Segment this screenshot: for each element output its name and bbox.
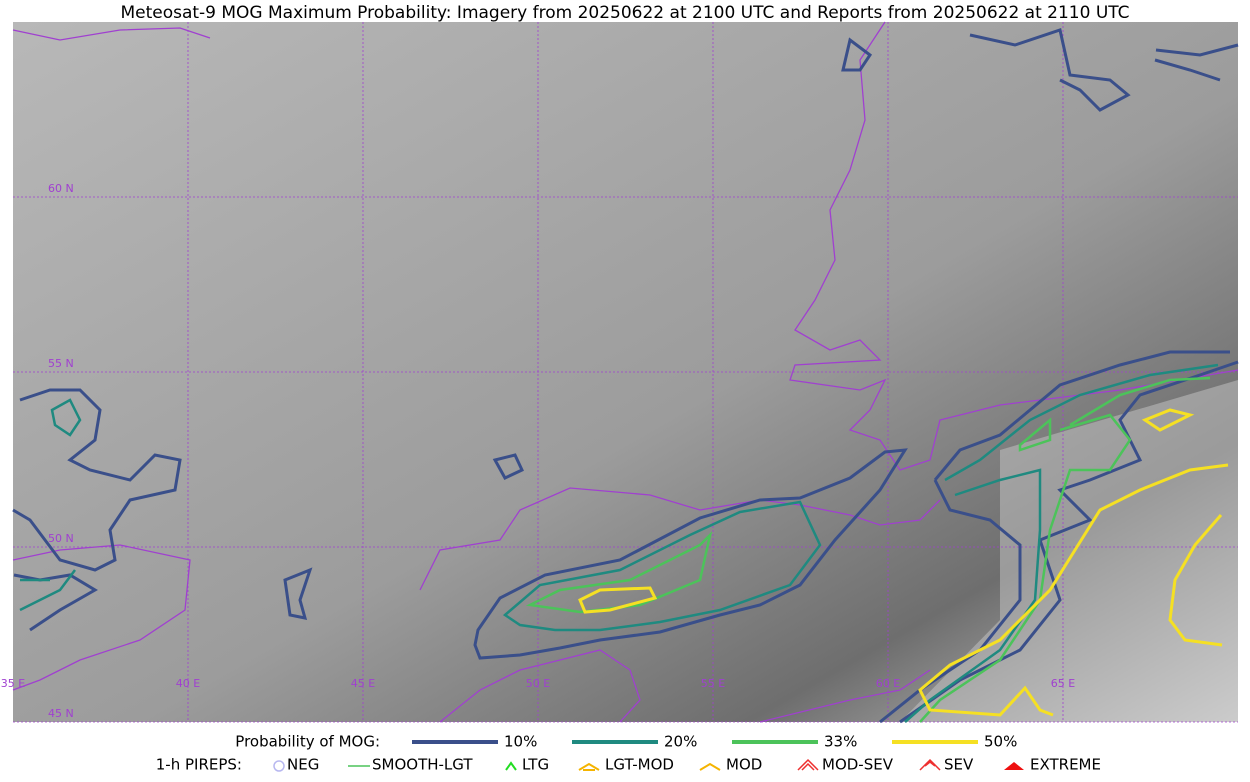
contour-33 [919, 376, 1211, 723]
legend-symbol [919, 758, 941, 771]
legend-label: MOD-SEV [822, 756, 894, 774]
lon-label: 65 E [1051, 677, 1075, 690]
lon-label: 55 E [701, 677, 725, 690]
grid [13, 22, 1238, 723]
contour-20 [502, 500, 822, 632]
coastline [789, 21, 1239, 471]
grid-labels: 60 N 55 N 50 N 45 N 35 E 40 E 45 E 50 E 55 E 60 E… [1, 182, 1075, 720]
legend-symbol [797, 758, 819, 771]
lon-label: 60 E [876, 677, 900, 690]
lat-label: 45 N [48, 707, 74, 720]
lon-label: 35 E [1, 677, 25, 690]
contour-20 [904, 363, 1219, 723]
legend-label: 20% [664, 733, 697, 751]
legend-label: 10% [504, 733, 537, 751]
legend-label: 50% [984, 733, 1017, 751]
legend-label: SMOOTH-LGT [372, 756, 473, 774]
coastline [12, 544, 191, 691]
map: 60 N 55 N 50 N 45 N 35 E 40 E 45 E 50 E 55 E 60 E… [1, 21, 1239, 724]
lat-label: 50 N [48, 532, 74, 545]
title: Meteosat-9 MOG Maximum Probability: Imag… [120, 3, 1129, 23]
contour-10 [12, 28, 1239, 632]
legend-label: NEG [287, 756, 319, 774]
lon-label: 50 E [526, 677, 550, 690]
contour-10 [473, 448, 908, 660]
coastline [439, 649, 641, 723]
legend: Probability of MOG: 10% 20% 33% 50% 1-h PIREP… [156, 733, 1101, 774]
legend-symbol [578, 762, 600, 771]
lon-label: 40 E [176, 677, 200, 690]
lon-label: 45 E [351, 677, 375, 690]
contour-50 [578, 586, 658, 614]
legend-title: Probability of MOG: [235, 733, 380, 751]
legend-symbol [273, 760, 285, 772]
contours [12, 28, 1239, 724]
legend-symbol [505, 761, 517, 771]
legend-title: 1-h PIREPS: [156, 756, 242, 774]
coastline [759, 669, 931, 723]
bright-cloud [900, 380, 1238, 722]
legend-label: EXTREME [1030, 756, 1101, 774]
coastline [12, 27, 211, 41]
contour-20 [19, 398, 82, 612]
legend-symbol [1004, 762, 1024, 770]
lat-label: 60 N [48, 182, 74, 195]
legend-label: LGT-MOD [605, 756, 674, 774]
coastlines [12, 21, 1239, 723]
legend-label: LTG [522, 756, 549, 774]
legend-label: MOD [726, 756, 762, 774]
legend-label: SEV [944, 756, 974, 774]
contour-50 [918, 408, 1229, 717]
legend-label: 33% [824, 733, 857, 751]
legend-symbol [699, 762, 721, 771]
coastline [419, 487, 941, 591]
lat-label: 55 N [48, 357, 74, 370]
